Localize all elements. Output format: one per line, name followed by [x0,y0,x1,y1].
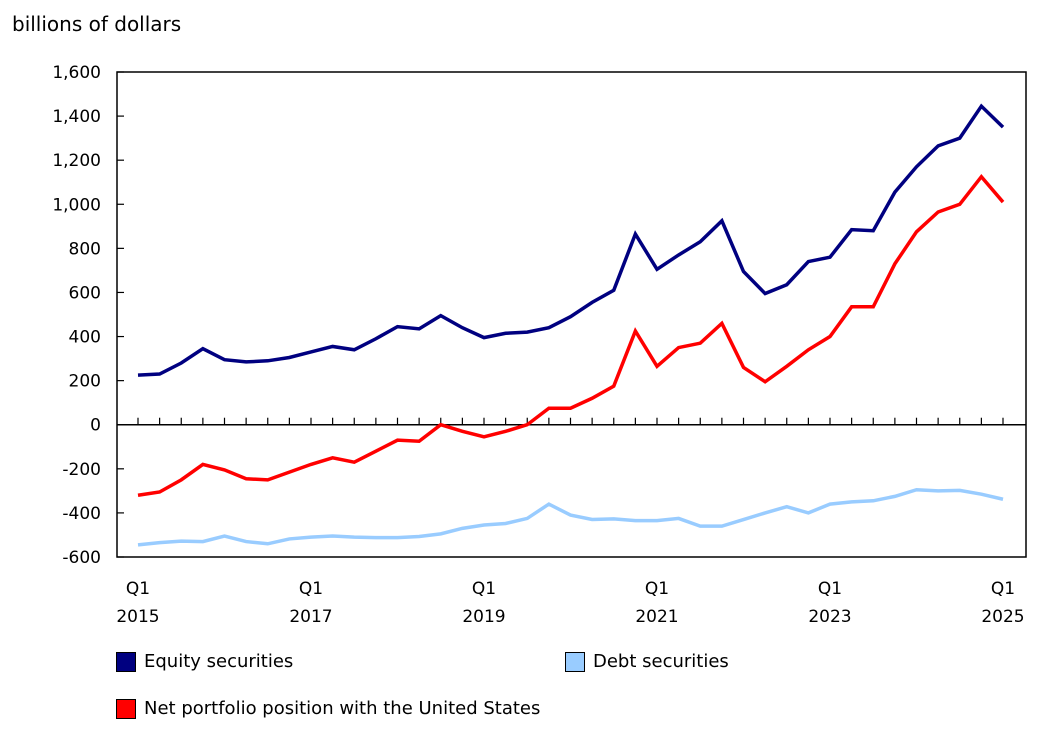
x-tick-label-year: 2023 [808,607,851,627]
y-tick-label: 200 [69,372,101,392]
y-tick-label: 1,000 [52,195,101,215]
legend-swatch-net [116,698,136,719]
legend-label-equity: Equity securities [144,651,294,672]
legend-item-net: Net portfolio position with the United S… [116,698,540,719]
plot-frame [116,71,1027,558]
legend-swatch-debt [565,651,585,672]
y-tick-label: 0 [90,416,101,436]
y-axis-unit-label: billions of dollars [12,12,182,36]
y-tick-label: 1,600 [52,63,101,83]
series-line-net [137,173,1005,498]
series-line-equity [137,103,1005,377]
x-tick-label-year: 2019 [462,607,505,627]
y-tick-label: -600 [62,548,101,568]
y-tick-label: -200 [62,460,101,480]
x-tick-label-quarter: Q1 [991,579,1015,599]
x-tick-label-quarter: Q1 [645,579,669,599]
x-tick-label-year: 2015 [116,607,159,627]
legend-label-debt: Debt securities [593,651,729,672]
y-tick-label: 1,400 [52,107,101,127]
x-tick-label-year: 2017 [289,607,332,627]
legend-item-debt: Debt securities [565,651,729,672]
x-tick-label-quarter: Q1 [299,579,323,599]
legend-swatch-equity [116,651,136,672]
x-tick-label-year: 2025 [981,607,1024,627]
y-tick-label: -400 [62,504,101,524]
y-tick-label: 600 [69,283,101,303]
y-tick-label: 1,200 [52,151,101,171]
series-line-debt [137,487,1004,547]
y-tick-label: 400 [69,328,101,348]
x-tick-label-quarter: Q1 [472,579,496,599]
x-tick-label-quarter: Q1 [126,579,150,599]
x-tick-label-year: 2021 [635,607,678,627]
x-tick-label-quarter: Q1 [818,579,842,599]
legend-label-net: Net portfolio position with the United S… [144,698,541,719]
y-tick-label: 800 [69,239,101,259]
legend-item-equity: Equity securities [116,651,293,672]
